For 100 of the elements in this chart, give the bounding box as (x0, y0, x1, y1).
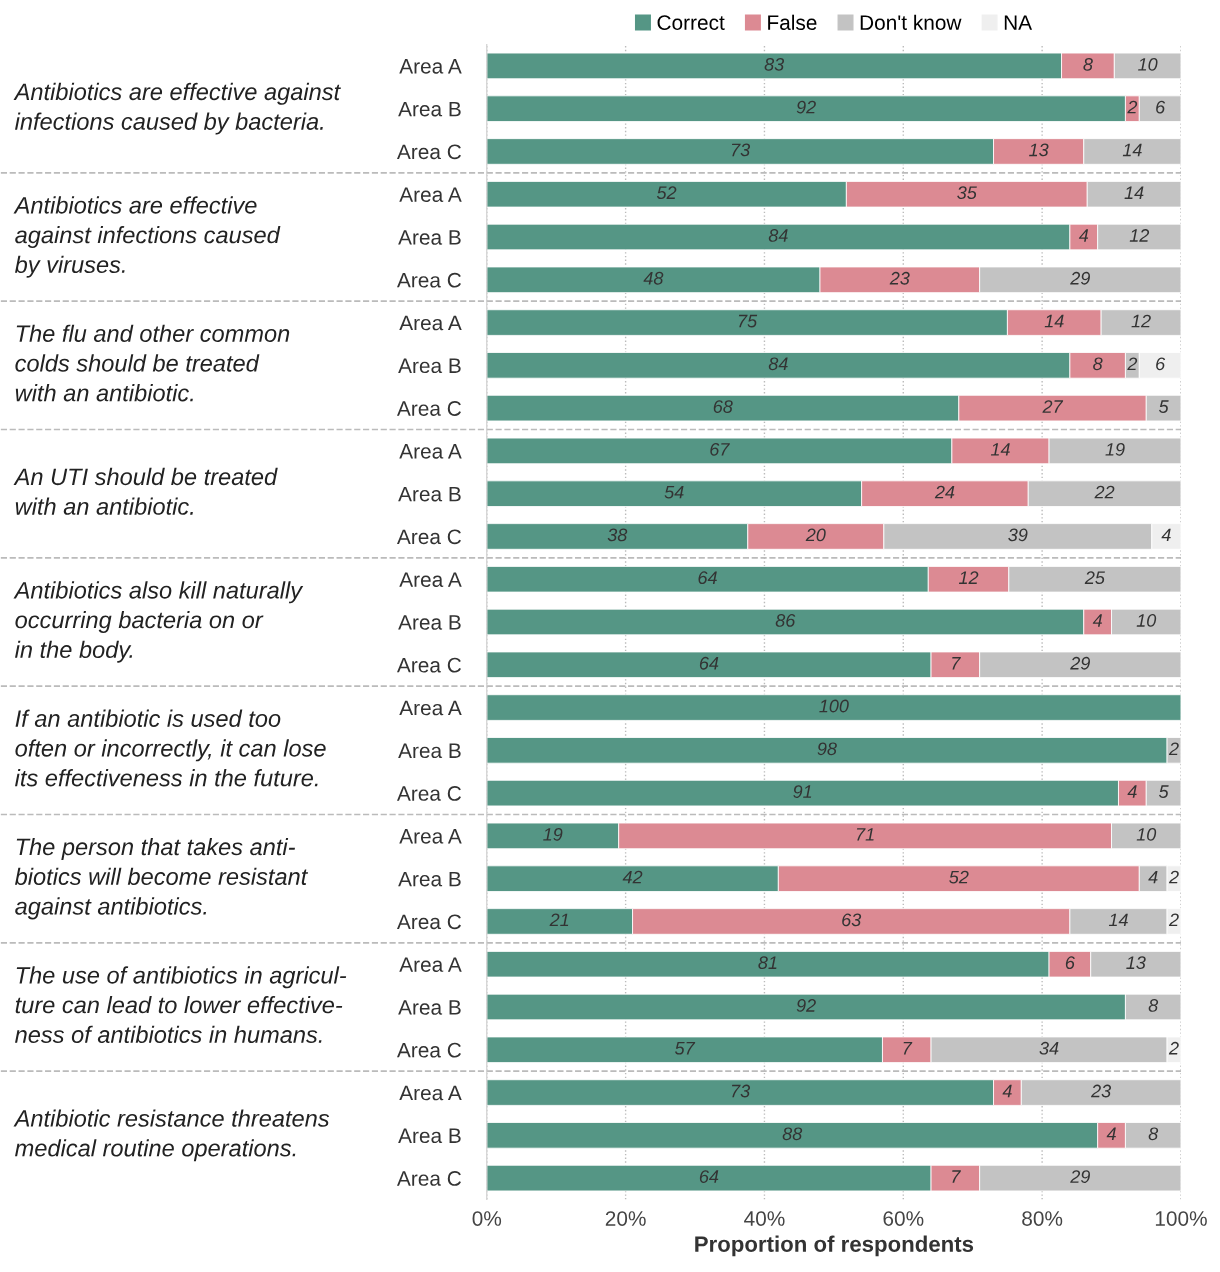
y-tick-label: Area A (399, 59, 462, 74)
text: Antibiotics are effective against infections caused by bacteria. (13, 82, 341, 135)
data-label: 23 (1090, 1084, 1112, 1098)
data-label: 25 (1084, 571, 1105, 585)
text: The person that takes anti- biotics will become resistant against antibiotics. (14, 837, 309, 920)
data-label: 29 (1070, 271, 1090, 285)
y-tick-label: Area B (398, 871, 461, 887)
data-label: 92 (796, 100, 816, 114)
data-label: 54 (664, 485, 684, 499)
y-tick-label: Area C (396, 657, 461, 673)
data-label: 7 (952, 1170, 961, 1183)
text: An UTI should be treated with an antibiotic. (13, 467, 278, 515)
data-label: 4 (1078, 229, 1089, 242)
data-label: 52 (656, 186, 677, 200)
data-label: 8 (1148, 999, 1159, 1012)
data-label: 8 (1148, 1127, 1159, 1141)
data-label: 19 (1105, 442, 1125, 456)
text: If an antibiotic is used too often or incorrectly, it can lose its effectiveness in the future. (15, 709, 326, 787)
y-tick-label: Area A (399, 572, 462, 587)
data-label: 39 (1008, 528, 1028, 542)
legend-label: Correct (657, 15, 725, 30)
y-tick-label: Area C (396, 914, 461, 930)
data-label: 6 (1156, 357, 1166, 371)
data-label: 22 (1094, 485, 1115, 499)
data-label: 8 (1093, 357, 1103, 371)
data-label: 4 (1092, 614, 1102, 627)
y-tick-label: Area B (398, 1000, 461, 1015)
data-label: 7 (952, 657, 961, 670)
data-label: 34 (1039, 1041, 1059, 1055)
y-tick-label: Area A (399, 1085, 462, 1101)
data-label: 88 (782, 1127, 803, 1141)
y-tick-label: Area C (396, 144, 461, 160)
data-label: 48 (643, 271, 664, 285)
data-label: 38 (607, 528, 628, 542)
text: The flu and other common colds should be treated with an antibiotic. (15, 324, 290, 402)
data-label: 2 (1168, 913, 1179, 927)
text: Antibiotic resistance threatens medical routine operations. (13, 1109, 330, 1162)
data-label: 10 (1136, 614, 1157, 627)
y-tick-label: Area B (398, 101, 461, 117)
data-label: 12 (1129, 229, 1150, 242)
data-label: 71 (856, 828, 874, 841)
x-axis-title: Proportion of respondents (695, 1235, 974, 1257)
data-label: 86 (775, 614, 796, 627)
data-label: 84 (768, 357, 788, 371)
y-tick-label: Area C (396, 1042, 461, 1058)
y-tick-label: Area A (399, 315, 462, 331)
data-label: 8 (1083, 57, 1093, 71)
data-label: 13 (1029, 143, 1049, 157)
y-tick-label: Area A (399, 187, 462, 202)
legend-label: False (768, 14, 817, 30)
data-label: 4 (1106, 1127, 1116, 1140)
data-label: 73 (731, 1084, 751, 1098)
y-tick-label: Area C (396, 529, 461, 545)
x-tick-label: 60% (883, 1211, 924, 1226)
data-label: 75 (738, 314, 758, 328)
data-label: 4 (1002, 1084, 1012, 1098)
data-label: 29 (1070, 656, 1090, 670)
data-label: 10 (1136, 827, 1157, 841)
data-label: 57 (674, 1042, 696, 1055)
data-label: 29 (1070, 1170, 1090, 1183)
data-label: 14 (1122, 143, 1142, 157)
y-tick-label: Area C (396, 401, 461, 416)
data-label: 81 (758, 956, 777, 970)
data-label: 35 (957, 186, 977, 200)
x-tick-label: 40% (744, 1211, 785, 1226)
data-label: 13 (1126, 956, 1146, 970)
data-label: 12 (1131, 314, 1151, 328)
y-tick-label: Area C (396, 272, 461, 288)
data-label: 2 (1127, 357, 1138, 371)
data-label: 2 (1168, 870, 1179, 884)
y-tick-label: Area B (398, 230, 461, 245)
y-tick-label: Area A (399, 829, 462, 844)
data-label: 4 (1127, 785, 1137, 798)
data-label: 14 (1044, 314, 1064, 328)
legend-label: NA (1004, 15, 1033, 30)
x-tick-label: 100% (1155, 1211, 1207, 1226)
data-label: 19 (543, 827, 563, 841)
data-label: 100 (819, 699, 849, 713)
y-tick-label: Area B (398, 743, 461, 759)
data-label: 2 (1168, 1041, 1179, 1055)
data-label: 5 (1158, 785, 1169, 798)
data-label: 52 (949, 870, 969, 884)
x-tick-label: 20% (605, 1211, 646, 1226)
data-label: 23 (889, 271, 910, 285)
text: Antibiotics also kill naturally occurring bacteria on or in the body. (13, 581, 304, 663)
data-label: 73 (731, 143, 751, 157)
data-label: 20 (805, 528, 826, 542)
data-label: 6 (1156, 100, 1166, 114)
data-label: 84 (768, 229, 788, 242)
data-label: 4 (1148, 870, 1158, 884)
bar (486, 694, 1181, 721)
y-tick-label: Area B (398, 358, 461, 374)
data-label: 63 (842, 913, 862, 927)
data-label: 64 (699, 1170, 719, 1183)
y-tick-label: Area B (398, 615, 461, 630)
y-tick-label: Area C (396, 1171, 461, 1186)
data-label: 6 (1065, 956, 1075, 970)
text: Antibiotics are effective against infections caused by viruses. (13, 196, 281, 278)
y-tick-label: Area A (399, 444, 462, 459)
data-label: 4 (1161, 528, 1171, 542)
